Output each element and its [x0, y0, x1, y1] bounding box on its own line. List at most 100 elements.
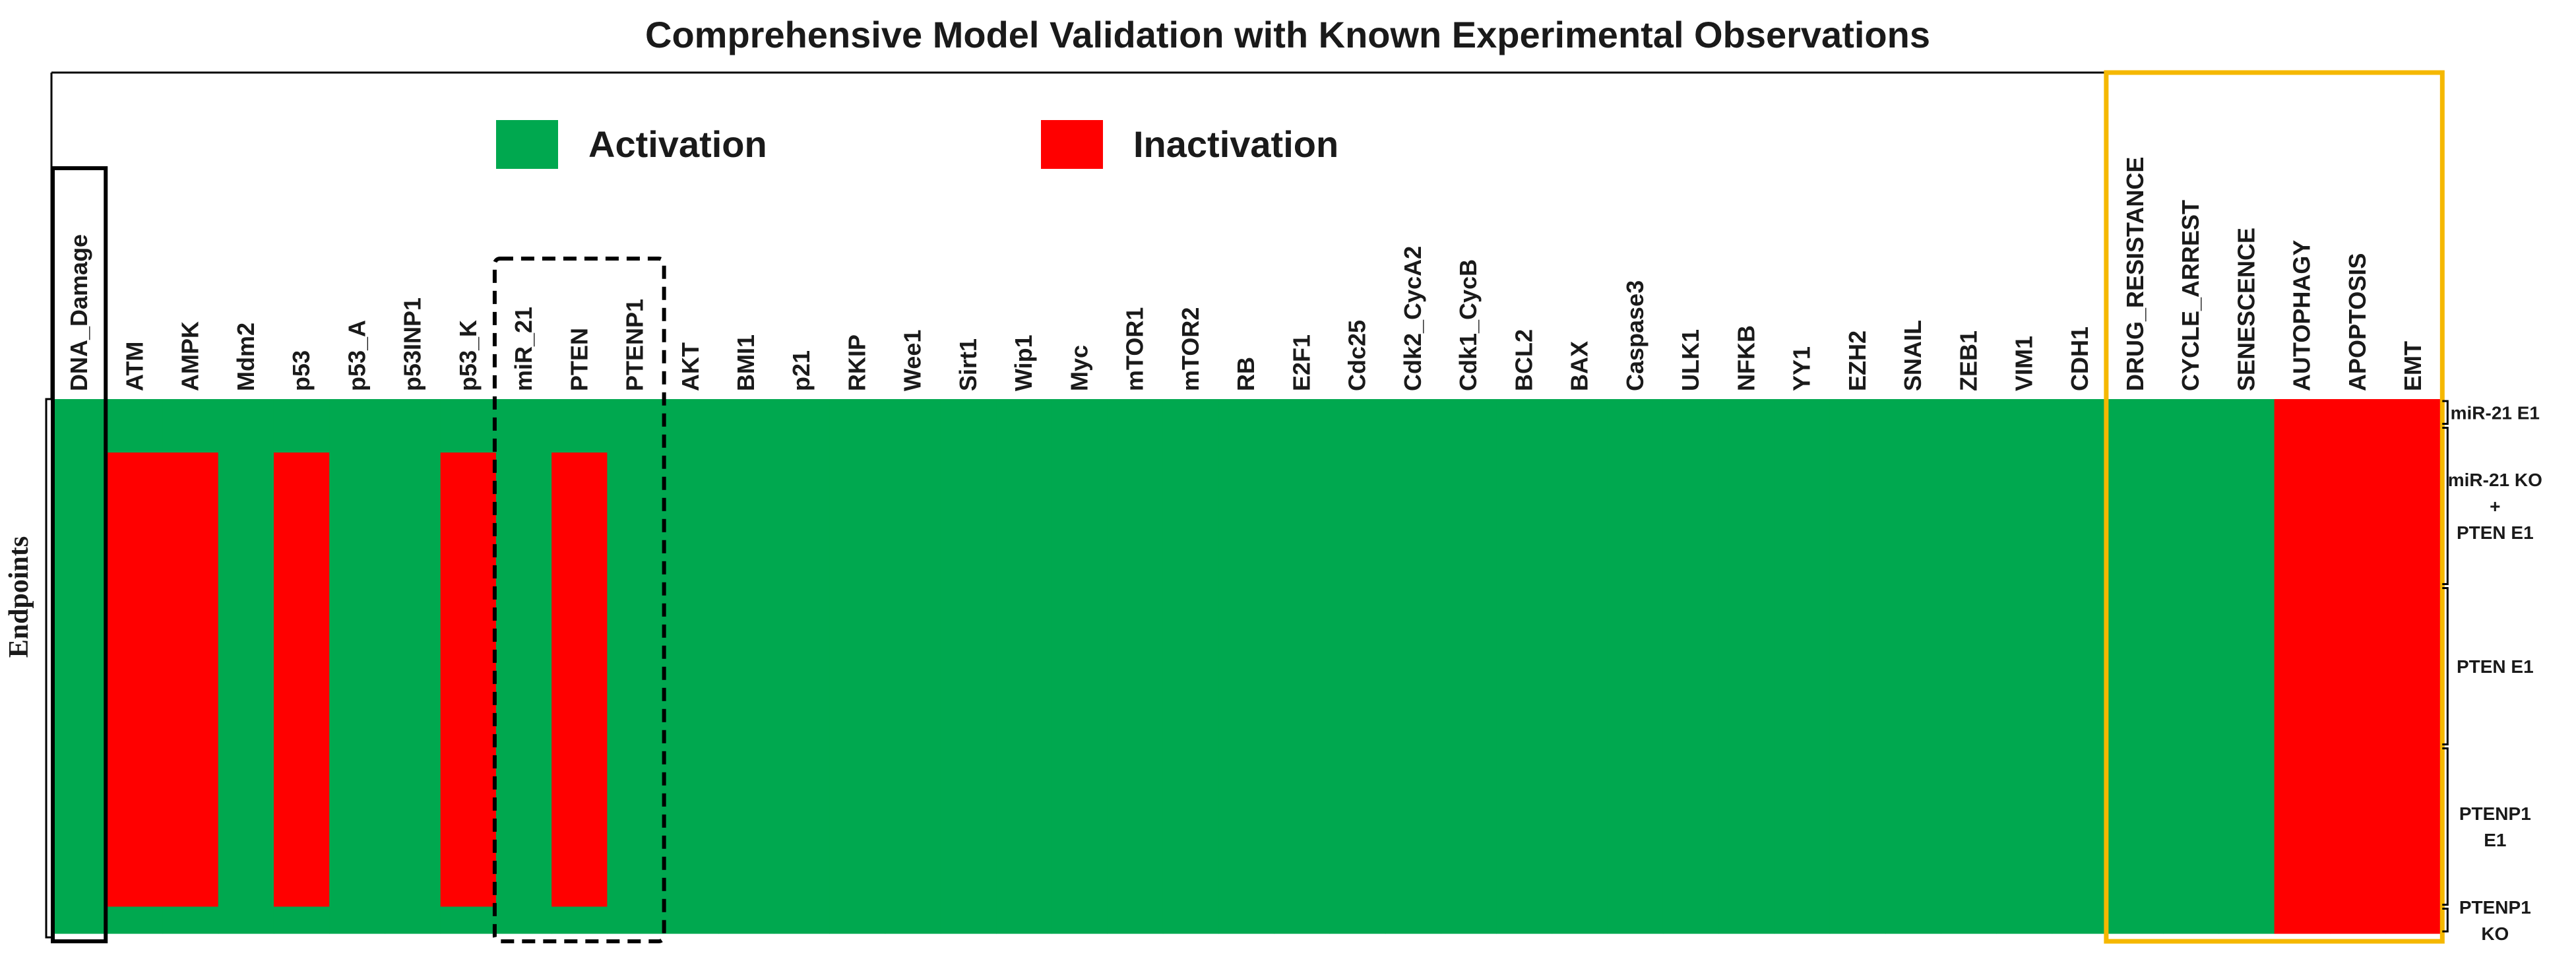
heatmap-cell — [2052, 453, 2108, 480]
heatmap-cell — [51, 586, 108, 613]
heatmap-cell — [1662, 799, 1719, 827]
heatmap-cell — [718, 720, 774, 747]
heatmap-cell — [2052, 880, 2108, 908]
heatmap-cell — [2052, 399, 2108, 427]
heatmap-cell — [1107, 906, 1164, 934]
heatmap-cell — [1107, 799, 1164, 827]
heatmap-cell — [885, 666, 941, 694]
heatmap-cell — [940, 746, 997, 774]
heatmap-cell — [107, 639, 164, 667]
heatmap-cell — [1441, 506, 1497, 534]
heatmap-cell — [774, 666, 830, 694]
heatmap-cell — [1774, 720, 1831, 747]
heatmap-cell — [996, 827, 1052, 854]
heatmap-cell — [1941, 693, 1997, 720]
heatmap-cell — [1162, 773, 1219, 801]
column-label: CYCLE_ARREST — [2177, 200, 2204, 391]
heatmap-cell — [329, 827, 386, 854]
heatmap-cell — [2052, 613, 2108, 641]
heatmap-cell — [551, 532, 608, 560]
heatmap-cell — [273, 746, 330, 774]
heatmap-cell — [1496, 720, 1553, 747]
heatmap-cell — [662, 425, 719, 453]
heatmap-cell — [2163, 639, 2219, 667]
heatmap-cell — [662, 799, 719, 827]
heatmap-cell — [2163, 693, 2219, 720]
heatmap-cell — [2274, 532, 2331, 560]
heatmap-cell — [1885, 799, 1941, 827]
heatmap-cell — [2218, 827, 2275, 854]
heatmap-cell — [1218, 532, 1274, 560]
heatmap-cell — [774, 853, 830, 881]
heatmap-cell — [829, 532, 886, 560]
heatmap-cell — [1218, 746, 1274, 774]
heatmap-cell — [2052, 479, 2108, 507]
heatmap-cell — [2218, 799, 2275, 827]
heatmap-cell — [1662, 853, 1719, 881]
heatmap-cell — [1774, 773, 1831, 801]
column-label: miR_21 — [510, 307, 537, 391]
heatmap-cell — [1162, 720, 1219, 747]
heatmap-cell — [1107, 746, 1164, 774]
heatmap-cell — [218, 720, 274, 747]
heatmap-cell — [2274, 479, 2331, 507]
heatmap-cell — [1996, 506, 2053, 534]
heatmap-cell — [662, 532, 719, 560]
heatmap-cell — [2218, 613, 2275, 641]
heatmap-cell — [774, 559, 830, 587]
heatmap-cell — [2163, 906, 2219, 934]
heatmap-cell — [2329, 853, 2386, 881]
heatmap-cell — [940, 532, 997, 560]
heatmap-cell — [1829, 532, 1886, 560]
heatmap-cell — [162, 693, 219, 720]
heatmap-cell — [1218, 666, 1274, 694]
heatmap-cell — [107, 425, 164, 453]
heatmap-cell — [162, 453, 219, 480]
column-label: p53INP1 — [399, 298, 426, 391]
heatmap-cell — [1774, 613, 1831, 641]
heatmap-cell — [1496, 880, 1553, 908]
heatmap-cell — [551, 479, 608, 507]
heatmap-cell — [1274, 453, 1331, 480]
heatmap-cell — [1274, 693, 1331, 720]
heatmap-cell — [2385, 693, 2441, 720]
heatmap-cell — [829, 506, 886, 534]
heatmap-cell — [1941, 532, 1997, 560]
heatmap-cell — [1552, 453, 1608, 480]
heatmap-cell — [2052, 773, 2108, 801]
heatmap-cell — [162, 639, 219, 667]
heatmap-cell — [1496, 453, 1553, 480]
heatmap-cell — [1885, 906, 1941, 934]
heatmap-cell — [2163, 479, 2219, 507]
heatmap-cell — [1552, 880, 1608, 908]
heatmap-cell — [440, 532, 497, 560]
heatmap-cell — [385, 720, 441, 747]
heatmap-cell — [495, 906, 552, 934]
heatmap-cell — [1718, 613, 1775, 641]
heatmap-cell — [440, 453, 497, 480]
heatmap-cell — [2274, 586, 2331, 613]
heatmap-cell — [2052, 586, 2108, 613]
heatmap-cell — [774, 827, 830, 854]
heatmap-cell — [1941, 746, 1997, 774]
heatmap-cell — [162, 559, 219, 587]
heatmap-cell — [329, 453, 386, 480]
heatmap-cell — [2274, 506, 2331, 534]
heatmap-cell — [662, 506, 719, 534]
row-group-label: miR-21 KO — [2448, 470, 2542, 490]
row-group-bracket — [2442, 400, 2449, 425]
heatmap-cell — [1441, 425, 1497, 453]
heatmap-cell — [996, 693, 1052, 720]
heatmap-cell — [2385, 559, 2441, 587]
heatmap-cell — [607, 479, 664, 507]
heatmap-cell — [51, 666, 108, 694]
heatmap-cell — [885, 639, 941, 667]
column-label: p53 — [288, 350, 315, 391]
heatmap-cell — [996, 506, 1052, 534]
heatmap-cell — [2163, 666, 2219, 694]
heatmap-cell — [2218, 425, 2275, 453]
heatmap-cell — [1885, 453, 1941, 480]
heatmap-cell — [1662, 880, 1719, 908]
heatmap-cell — [1829, 506, 1886, 534]
heatmap-cell — [1107, 453, 1164, 480]
